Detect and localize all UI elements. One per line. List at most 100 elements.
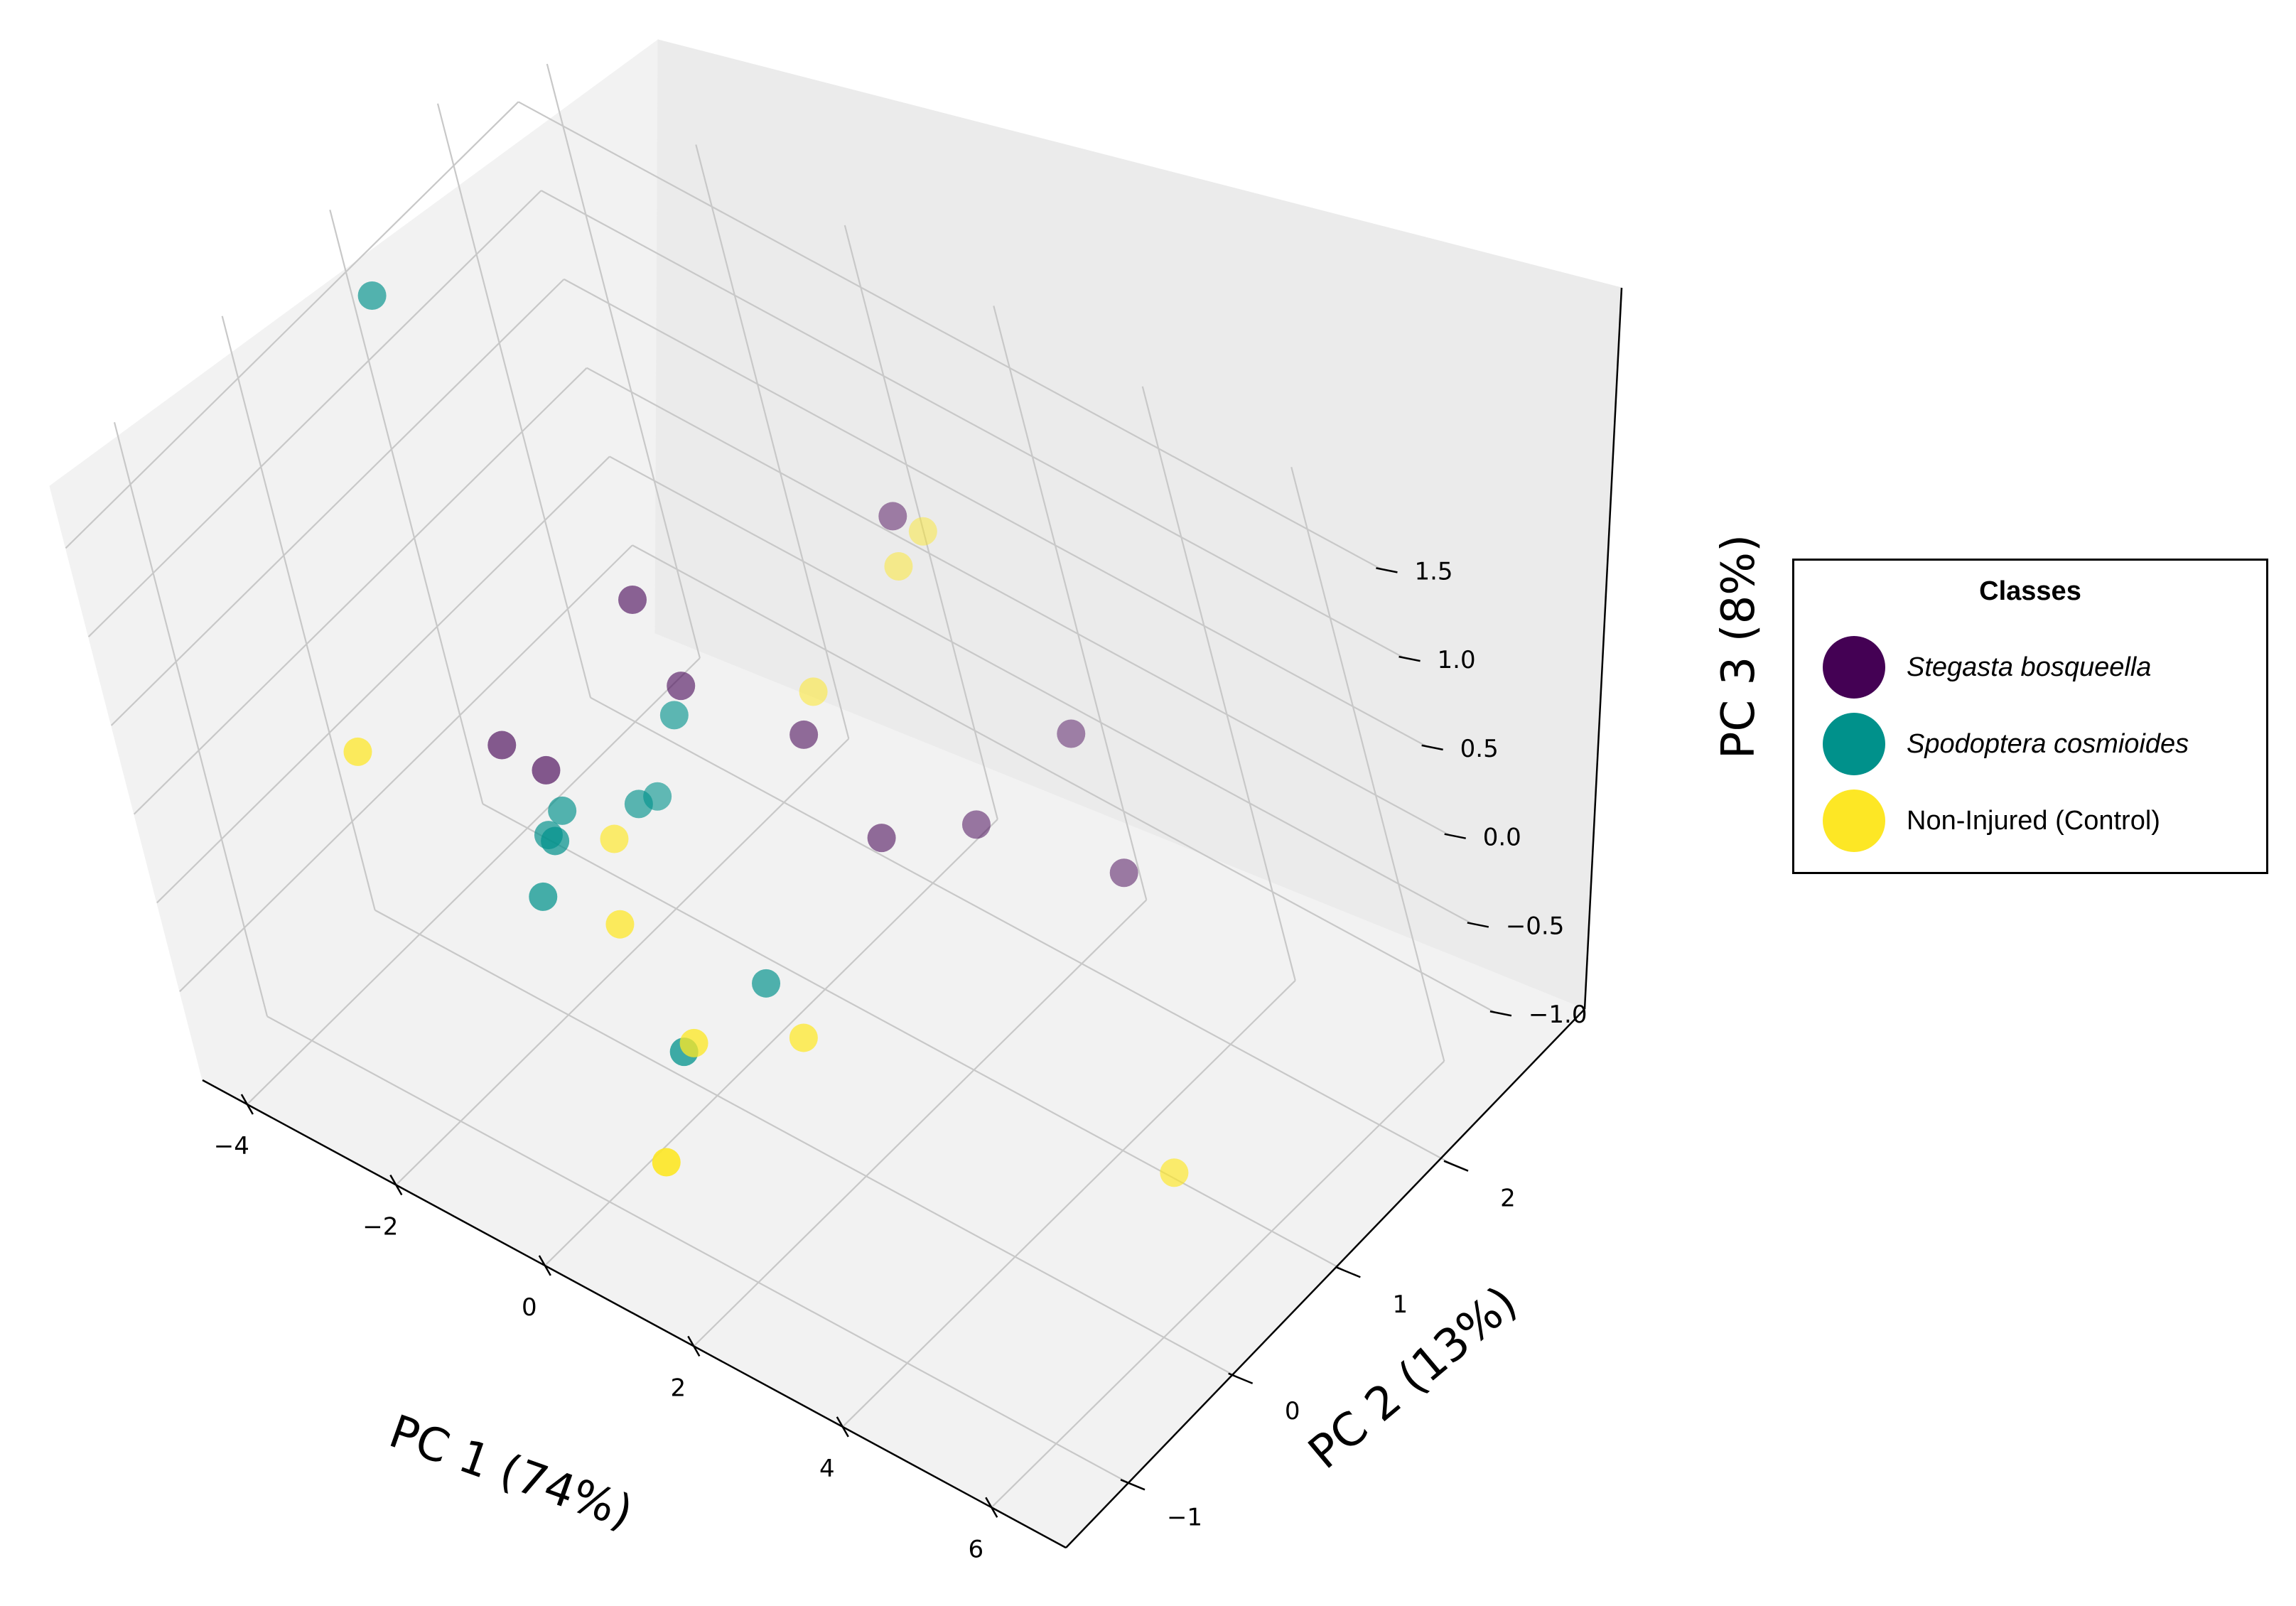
- point-control: [908, 517, 937, 546]
- point-spodoptera: [659, 701, 689, 730]
- y-axis-line: [1065, 1008, 1585, 1548]
- x-tick-mark: [687, 1335, 701, 1357]
- point-spodoptera: [357, 281, 387, 311]
- x-tick-label: −2: [362, 1212, 398, 1241]
- legend-label-control: Non-Injured (Control): [1907, 805, 2160, 836]
- x-tick-label: 6: [968, 1535, 983, 1563]
- legend: Classes Stegasta bosqueella Spodoptera c…: [1792, 559, 2268, 874]
- y-tick-label: 2: [1500, 1185, 1516, 1213]
- point-stegasta: [961, 810, 991, 839]
- point-stegasta: [532, 755, 561, 785]
- point-control: [789, 1023, 818, 1052]
- grid-line-z: [586, 367, 1451, 836]
- legend-entry-control: Non-Injured (Control): [1823, 789, 2160, 853]
- point-stegasta: [618, 585, 647, 614]
- grid-line-x: [844, 225, 998, 820]
- grid-line-y: [266, 1015, 1131, 1485]
- point-spodoptera: [624, 789, 653, 819]
- grid-line-z: [564, 278, 1428, 748]
- point-stegasta: [878, 502, 907, 531]
- legend-label-stegasta: Stegasta bosqueella: [1907, 652, 2152, 682]
- z-tick-mark: [1421, 744, 1443, 751]
- x-tick-mark: [836, 1416, 849, 1438]
- grid-line-y: [482, 803, 1347, 1273]
- y-tick-label: 0: [1285, 1397, 1300, 1426]
- legend-swatch-control: [1823, 789, 1885, 852]
- x-axis-line: [202, 1079, 1067, 1549]
- z-tick-label: 1.5: [1414, 557, 1452, 586]
- grid-line-x: [1141, 386, 1296, 981]
- x-tick-mark: [240, 1094, 254, 1115]
- z-tick-label: −0.5: [1506, 912, 1565, 940]
- grid-line-x: [247, 657, 701, 1105]
- grid-line-z: [65, 101, 519, 549]
- axis-panes: [49, 39, 1622, 1548]
- grid-line-z: [609, 456, 1474, 925]
- grid-lines: [65, 63, 1497, 1509]
- point-stegasta: [867, 824, 896, 853]
- z-axis-title: PC 3 (8%): [1713, 534, 1765, 759]
- point-control: [600, 824, 629, 853]
- z-tick-mark: [1376, 567, 1398, 573]
- z-tick-label: −1.0: [1529, 1001, 1588, 1029]
- legend-swatch-stegasta: [1823, 636, 1885, 699]
- point-spodoptera: [548, 796, 577, 825]
- point-spodoptera: [541, 826, 570, 856]
- x-tick-label: 0: [522, 1293, 537, 1322]
- y-tick-label: 1: [1393, 1290, 1408, 1319]
- grid-line-x: [544, 819, 998, 1266]
- x-tick-mark: [389, 1174, 403, 1196]
- z-tick-label: 0.5: [1460, 735, 1499, 763]
- legend-title: Classes: [1979, 576, 2081, 606]
- legend-swatch-spodoptera: [1823, 713, 1885, 775]
- grid-line-y: [374, 909, 1239, 1379]
- y-tick-mark: [1443, 1160, 1469, 1172]
- point-stegasta: [1109, 858, 1138, 888]
- grid-line-y: [590, 696, 1455, 1166]
- grid-line-x: [1290, 467, 1445, 1062]
- grid-line-z: [632, 544, 1497, 1014]
- grid-line-y: [329, 209, 484, 804]
- z-tick-label: 0.0: [1483, 824, 1521, 852]
- point-control: [605, 910, 635, 939]
- y-tick-mark: [1120, 1479, 1146, 1491]
- grid-line-y: [221, 316, 376, 911]
- point-spodoptera: [529, 882, 558, 911]
- point-control: [343, 737, 372, 766]
- z-tick-mark: [1398, 655, 1421, 662]
- grid-line-x: [993, 306, 1148, 900]
- y-tick-mark: [1335, 1266, 1361, 1278]
- point-control: [679, 1028, 708, 1057]
- point-control: [652, 1148, 681, 1177]
- y-axis-title: PC 2 (13%): [1299, 1276, 1527, 1480]
- grid-line-x: [546, 63, 701, 659]
- grid-line-z: [133, 367, 588, 815]
- grid-line-y: [113, 422, 269, 1017]
- point-control: [799, 677, 828, 706]
- grid-line-x: [842, 980, 1296, 1428]
- grid-line-z: [179, 544, 633, 993]
- x-tick-label: −4: [214, 1132, 249, 1160]
- x-axis-title: PC 1 (74%): [382, 1406, 639, 1540]
- grid-line-z: [541, 190, 1406, 659]
- grid-line-x: [395, 738, 850, 1186]
- point-stegasta: [789, 720, 819, 749]
- grid-line-y: [436, 103, 592, 698]
- x-tick-mark: [538, 1255, 551, 1276]
- point-control: [1160, 1158, 1189, 1187]
- data-points: [343, 281, 1189, 1187]
- grid-line-x: [991, 1060, 1445, 1509]
- grid-line-x: [693, 899, 1148, 1347]
- grid-line-z: [156, 456, 610, 904]
- point-spodoptera: [752, 969, 781, 998]
- z-axis-line: [1583, 287, 1623, 1010]
- point-control: [884, 551, 913, 581]
- y-tick-mark: [1228, 1372, 1254, 1384]
- grid-line-z: [87, 190, 542, 637]
- x-tick-label: 4: [819, 1455, 835, 1483]
- x-tick-mark: [985, 1497, 998, 1518]
- grid-line-z: [110, 279, 565, 726]
- y-tick-label: −1: [1167, 1503, 1202, 1531]
- x-tick-label: 2: [670, 1374, 686, 1402]
